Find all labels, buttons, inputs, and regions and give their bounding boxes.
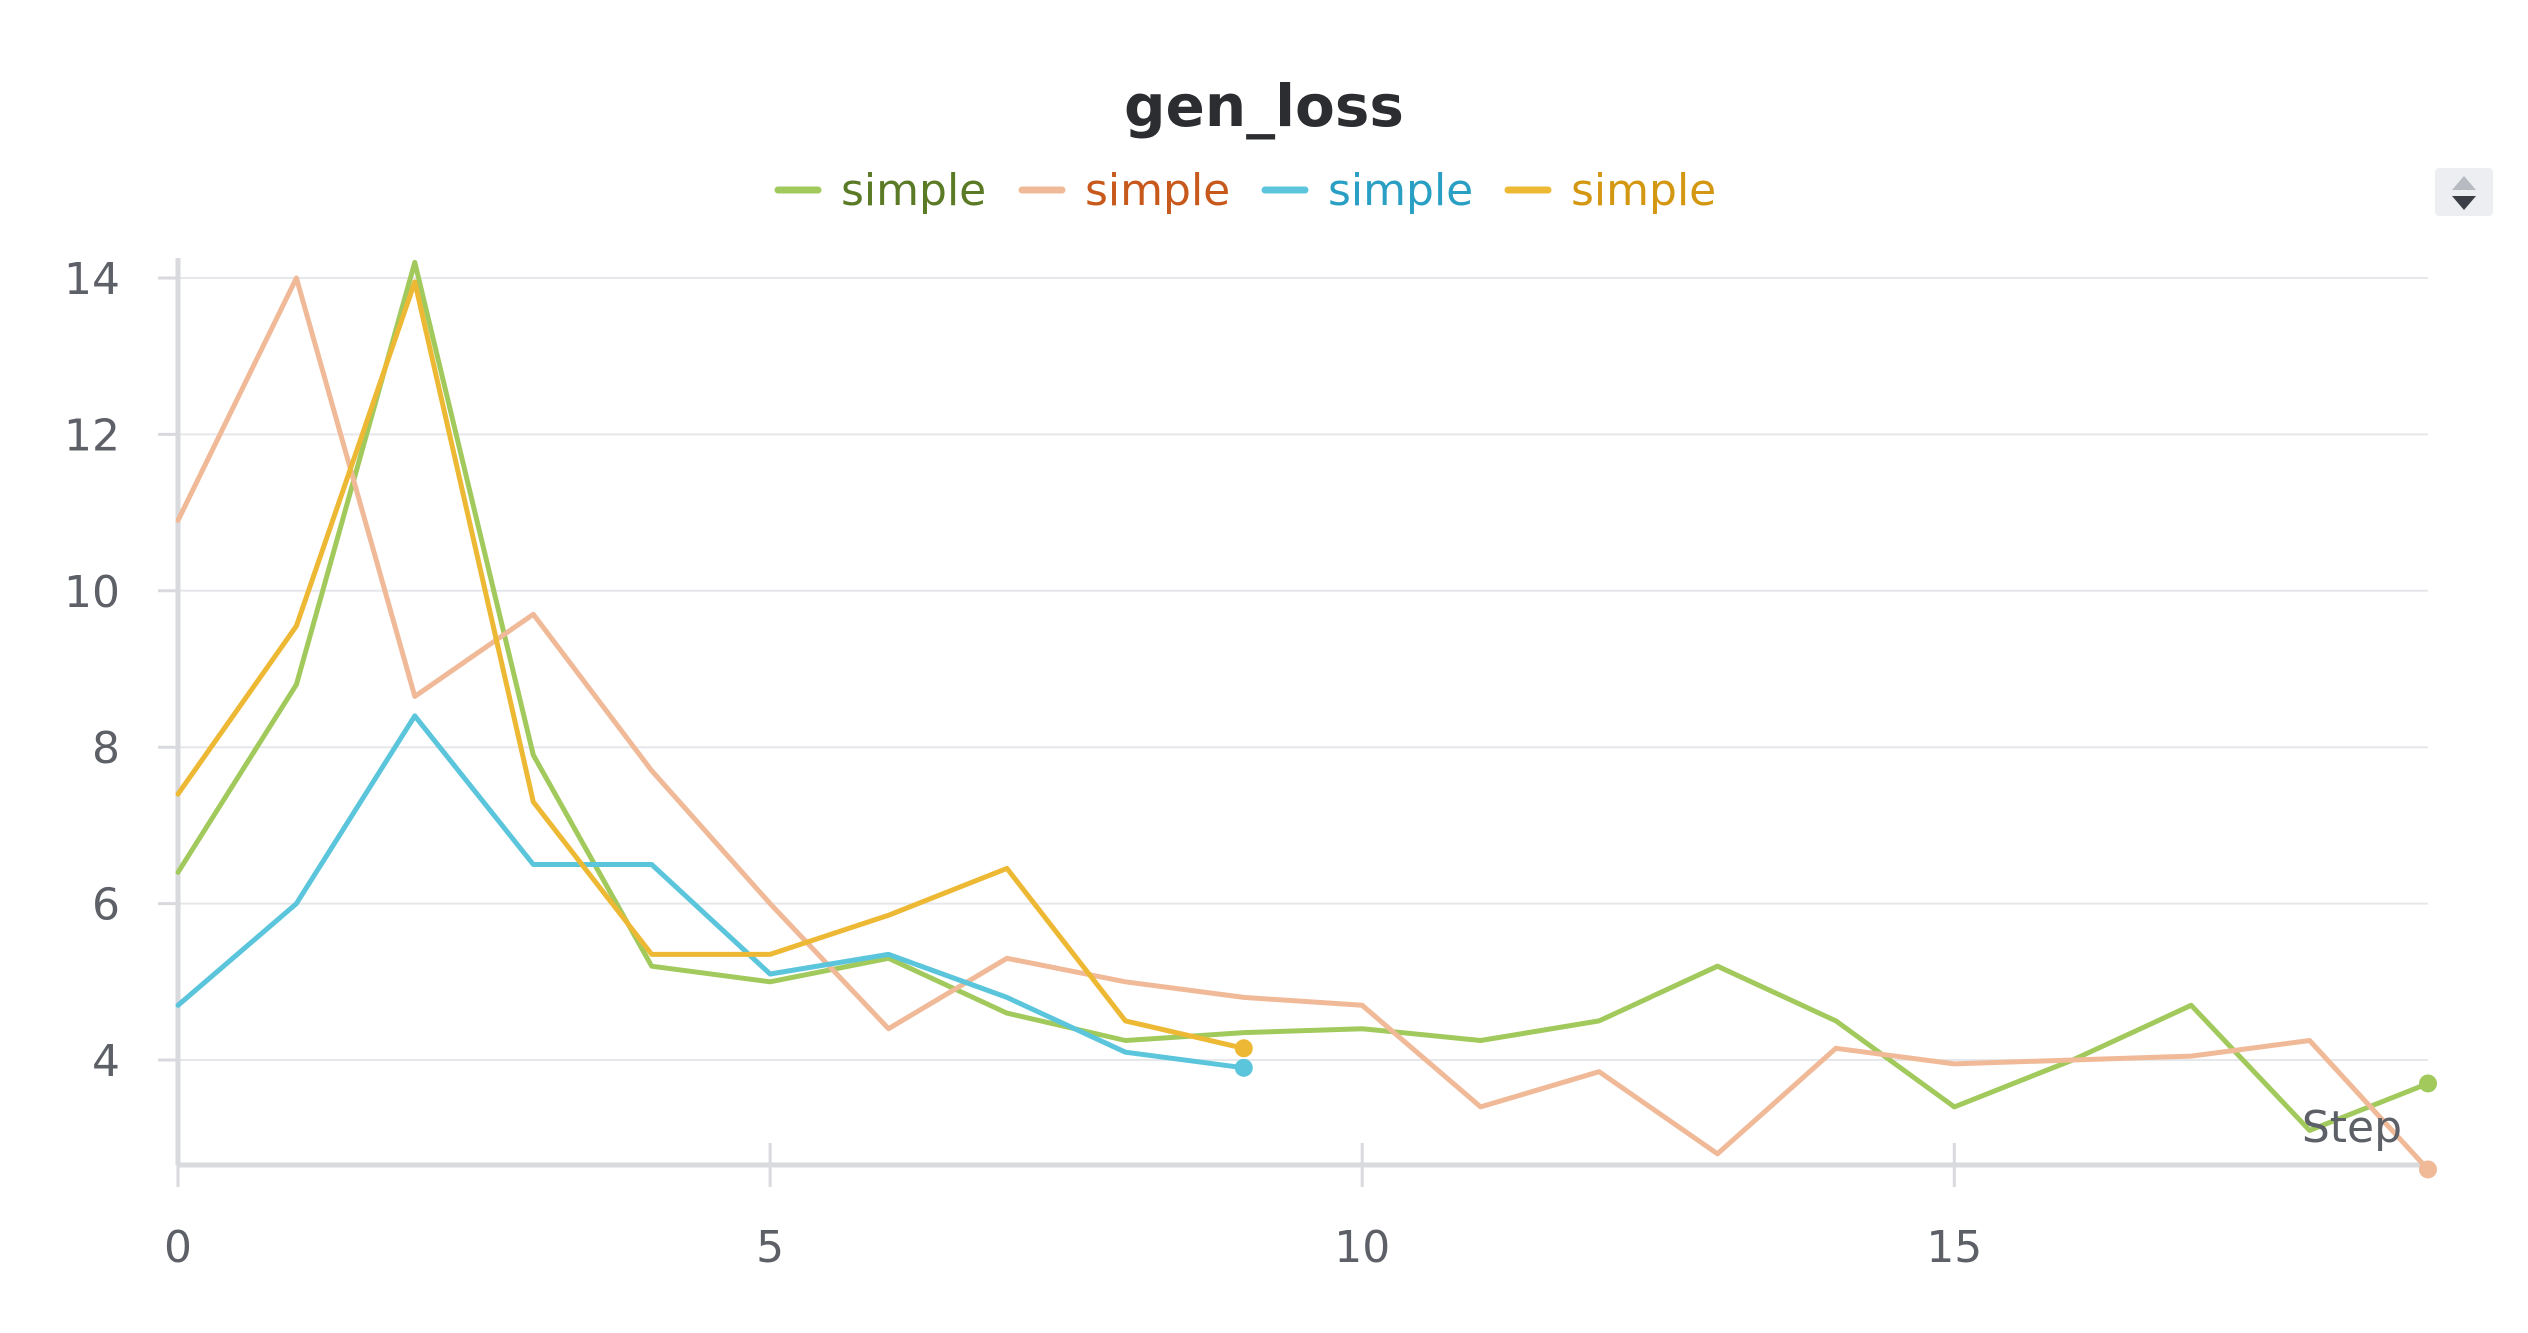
legend-label-1: simple xyxy=(841,165,986,216)
y-tick-label: 4 xyxy=(92,1036,120,1087)
scroll-up-icon[interactable] xyxy=(2452,176,2476,190)
legend-item-1[interactable]: simple xyxy=(774,165,986,216)
y-tick-label: 6 xyxy=(92,880,120,931)
x-axis-label: Step xyxy=(2302,1102,2402,1153)
x-tick-label: 5 xyxy=(756,1222,784,1273)
y-tick-label: 14 xyxy=(64,254,120,305)
y-tick-label: 8 xyxy=(92,723,120,774)
series-line-4[interactable] xyxy=(175,279,1247,1051)
series-end-point-2[interactable] xyxy=(2419,1160,2437,1179)
series-line-3[interactable] xyxy=(175,713,1247,1071)
series-end-point-1[interactable] xyxy=(2419,1074,2437,1093)
chart-title: gen_loss xyxy=(1124,72,1404,140)
scroll-down-icon[interactable] xyxy=(2452,196,2476,210)
series-layer xyxy=(175,259,2437,1179)
legend-label-2: simple xyxy=(1085,165,1230,216)
grid-layer xyxy=(178,277,2428,1061)
legend-scroll-background[interactable] xyxy=(2435,168,2493,216)
legend-label-4: simple xyxy=(1571,165,1716,216)
legend: simple simple simple simple xyxy=(774,165,1716,216)
x-tick-label: 15 xyxy=(1926,1222,1982,1273)
axis-layer: 4 6 8 10 12 14 0 5 10 15 xyxy=(64,254,2428,1273)
legend-item-4[interactable]: simple xyxy=(1504,165,1716,216)
legend-scroll-control[interactable] xyxy=(2435,168,2493,216)
series-end-point-4[interactable] xyxy=(1234,1039,1253,1058)
x-tick-label: 10 xyxy=(1334,1222,1390,1273)
series-line-2[interactable] xyxy=(175,275,2431,1172)
series-end-point-3[interactable] xyxy=(1234,1058,1253,1077)
legend-item-3[interactable]: simple xyxy=(1261,165,1473,216)
x-tick-label: 0 xyxy=(164,1222,192,1273)
legend-item-2[interactable]: simple xyxy=(1018,165,1230,216)
y-tick-label: 12 xyxy=(64,410,120,461)
series-line-1[interactable] xyxy=(175,259,2431,1133)
y-tick-label: 10 xyxy=(64,567,120,618)
legend-label-3: simple xyxy=(1328,165,1473,216)
